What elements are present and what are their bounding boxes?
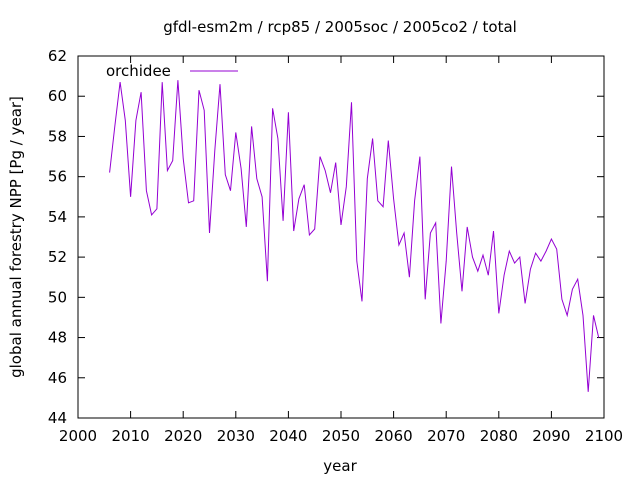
x-tick-label: 2050 — [322, 427, 360, 445]
chart-title: gfdl-esm2m / rcp85 / 2005soc / 2005co2 /… — [163, 18, 517, 36]
y-tick-label: 62 — [48, 47, 67, 65]
x-tick-label: 2060 — [375, 427, 413, 445]
y-tick-label: 52 — [48, 248, 67, 266]
x-tick-label: 2020 — [164, 427, 202, 445]
x-tick-label: 2080 — [480, 427, 518, 445]
y-tick-label: 56 — [48, 168, 67, 186]
y-axis-label: global annual forestry NPP [Pg / year] — [7, 96, 25, 378]
y-tick-label: 50 — [48, 288, 67, 306]
y-tick-label: 44 — [48, 409, 67, 427]
series-line-orchidee — [109, 80, 600, 392]
x-tick-label: 2040 — [269, 427, 307, 445]
x-tick-label: 2030 — [217, 427, 255, 445]
plot-frame — [77, 55, 605, 419]
y-tick-label: 54 — [48, 208, 67, 226]
y-tick-label: 48 — [48, 329, 67, 347]
x-tick-label: 2000 — [59, 427, 97, 445]
x-tick-label: 2100 — [585, 427, 623, 445]
x-tick-label: 2070 — [427, 427, 465, 445]
legend: orchidee — [106, 62, 238, 80]
x-axis-label: year — [323, 457, 357, 475]
y-tick-label: 58 — [48, 127, 67, 145]
x-tick-label: 2090 — [532, 427, 570, 445]
legend-label: orchidee — [106, 62, 171, 80]
y-tick-label: 46 — [48, 369, 67, 387]
y-tick-label: 60 — [48, 87, 67, 105]
x-tick-label: 2010 — [112, 427, 150, 445]
